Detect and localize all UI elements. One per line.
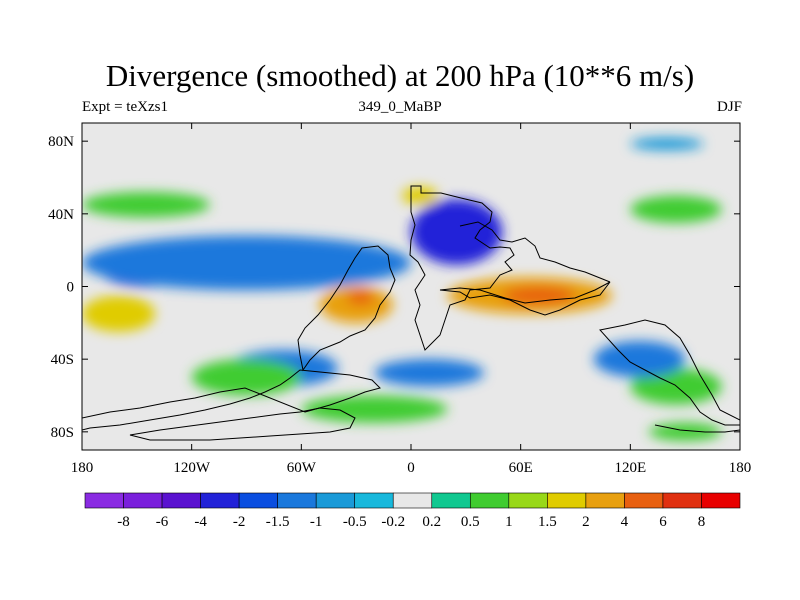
colorbar-label: -1.5 — [266, 514, 290, 530]
y-tick-label: 80S — [51, 425, 74, 441]
colorbar-swatch — [392, 492, 433, 509]
x-tick-label: 180 — [729, 460, 752, 476]
colorbar-swatch — [161, 492, 201, 509]
colorbar-label: 8 — [698, 514, 706, 530]
colorbar-swatch — [200, 492, 240, 509]
colorbar-swatch — [84, 492, 124, 509]
axes: 180 120W 60W 0 60E 120E 180 80N 40N 0 40S 80S — [48, 123, 751, 476]
field-region-17 — [301, 395, 448, 423]
colorbar-label: -4 — [194, 514, 207, 530]
chart-title: Divergence (smoothed) at 200 hPa (10**6 … — [105, 58, 695, 93]
y-tick-label: 0 — [67, 280, 75, 296]
field-region-2 — [411, 199, 503, 265]
field-region-11 — [82, 295, 156, 332]
colorbar-swatch — [547, 492, 587, 509]
x-tick-label: 60E — [509, 460, 533, 476]
coastline-asia — [439, 281, 611, 316]
run-label: 349_0_MaBP — [358, 99, 442, 115]
field-region-4 — [82, 192, 210, 218]
coastline-australia — [599, 319, 740, 426]
colorbar-swatch — [123, 492, 163, 509]
x-tick-label: 180 — [71, 460, 94, 476]
field-region-8 — [347, 290, 375, 305]
coastline-antarctica — [129, 407, 356, 441]
colorbar-label: -0.2 — [381, 514, 405, 530]
field-region-16 — [630, 137, 704, 151]
colorbar-swatch — [315, 492, 356, 509]
coastline-southern-islands — [654, 424, 740, 433]
coastline-africa — [409, 185, 515, 351]
colorbar-swatch — [238, 492, 278, 509]
colorbar-label: -2 — [233, 514, 246, 530]
colorbar-label: 1 — [505, 514, 513, 530]
coastlines — [82, 185, 740, 441]
plot-area — [82, 123, 740, 450]
colorbar-label: 2 — [582, 514, 590, 530]
colorbar-swatch — [431, 492, 471, 509]
colorbar-label: -8 — [117, 514, 130, 530]
colorbar-label: 0.2 — [422, 514, 441, 530]
colorbar-swatch — [624, 492, 664, 509]
colorbar-swatch — [701, 492, 741, 509]
y-tick-label: 40S — [51, 352, 74, 368]
colorbar-label: 0.5 — [461, 514, 480, 530]
field-region-18 — [374, 359, 485, 387]
experiment-label: Expt = teXzs1 — [82, 99, 168, 115]
season-label: DJF — [716, 99, 742, 115]
x-tick-label: 120E — [614, 460, 646, 476]
colorbar-swatch — [585, 492, 625, 509]
field-region-10 — [502, 286, 576, 305]
field-region-15 — [593, 341, 686, 378]
y-tick-label: 80N — [48, 134, 74, 150]
coastline-north-america — [82, 369, 381, 431]
x-tick-label: 0 — [407, 460, 415, 476]
colorbar-swatch — [277, 492, 317, 509]
field-region-13 — [191, 359, 302, 396]
colorbar-label: -6 — [156, 514, 169, 530]
field-region-3 — [82, 235, 411, 291]
coastline-east-asia — [459, 221, 611, 283]
colorbar-label: -0.5 — [343, 514, 367, 530]
colorbar-label: 6 — [659, 514, 667, 530]
x-tick-label: 60W — [287, 460, 317, 476]
field-region-6 — [630, 195, 722, 223]
coastline-south-america — [297, 245, 396, 372]
field-region-7 — [319, 286, 393, 323]
colorbar-swatch — [508, 492, 548, 509]
colorbar-label: 1.5 — [538, 514, 557, 530]
colorbar-swatch — [662, 492, 702, 509]
colorbar-label: -1 — [310, 514, 323, 530]
y-tick-label: 40N — [48, 207, 74, 223]
colorbar-label: 4 — [621, 514, 629, 530]
colorbar-swatch — [469, 492, 510, 509]
field-region-5 — [401, 186, 439, 205]
colorbar-swatch — [354, 492, 394, 509]
x-tick-label: 120W — [173, 460, 211, 476]
colorbar: -8 -6 -4 -2 -1.5 -1 -0.5 -0.2 0.2 0.5 1 1.5 2 4 6 8 — [84, 492, 741, 530]
